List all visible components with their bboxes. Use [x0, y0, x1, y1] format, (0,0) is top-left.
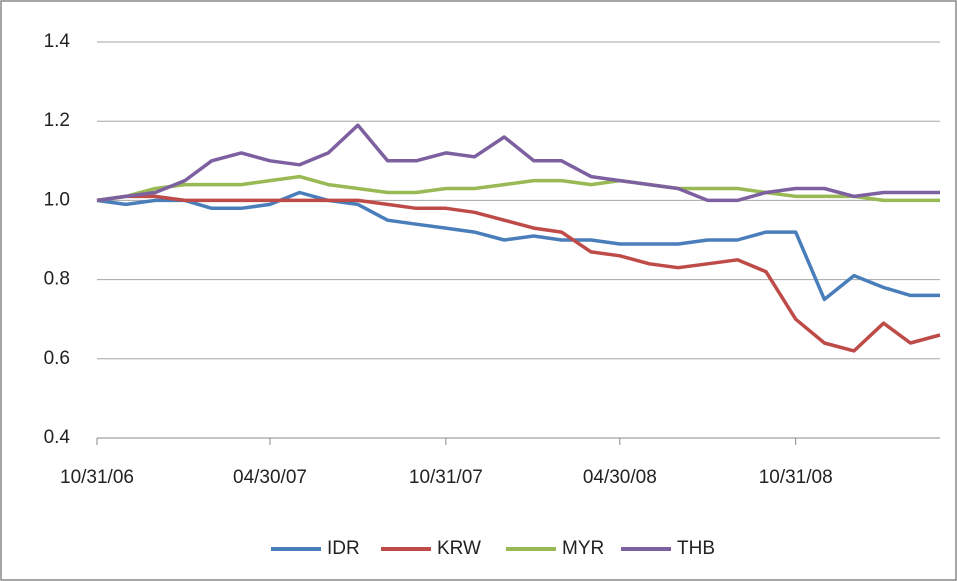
line-series	[96, 194, 941, 353]
y-tick-label: 0.8	[44, 269, 70, 290]
line-series	[96, 123, 940, 203]
x-tick-label: 04/30/08	[583, 467, 657, 488]
legend-label: THB	[677, 538, 715, 559]
y-tick-label: 0.6	[44, 348, 70, 369]
x-tick-label: 10/31/08	[759, 467, 833, 488]
y-tick-label: 0.4	[44, 427, 71, 448]
line-series	[96, 190, 940, 302]
line-series	[96, 174, 940, 203]
y-tick-label: 1.4	[44, 31, 71, 52]
x-tick-label: 10/31/06	[60, 467, 134, 488]
y-tick-label: 1.0	[44, 189, 70, 210]
legend-label: KRW	[437, 538, 481, 559]
x-tick-label: 10/31/07	[409, 467, 483, 488]
legend-label: IDR	[327, 538, 360, 559]
x-tick-label: 04/30/07	[233, 467, 307, 488]
legend-label: MYR	[562, 538, 604, 559]
y-tick-label: 1.2	[44, 110, 70, 131]
